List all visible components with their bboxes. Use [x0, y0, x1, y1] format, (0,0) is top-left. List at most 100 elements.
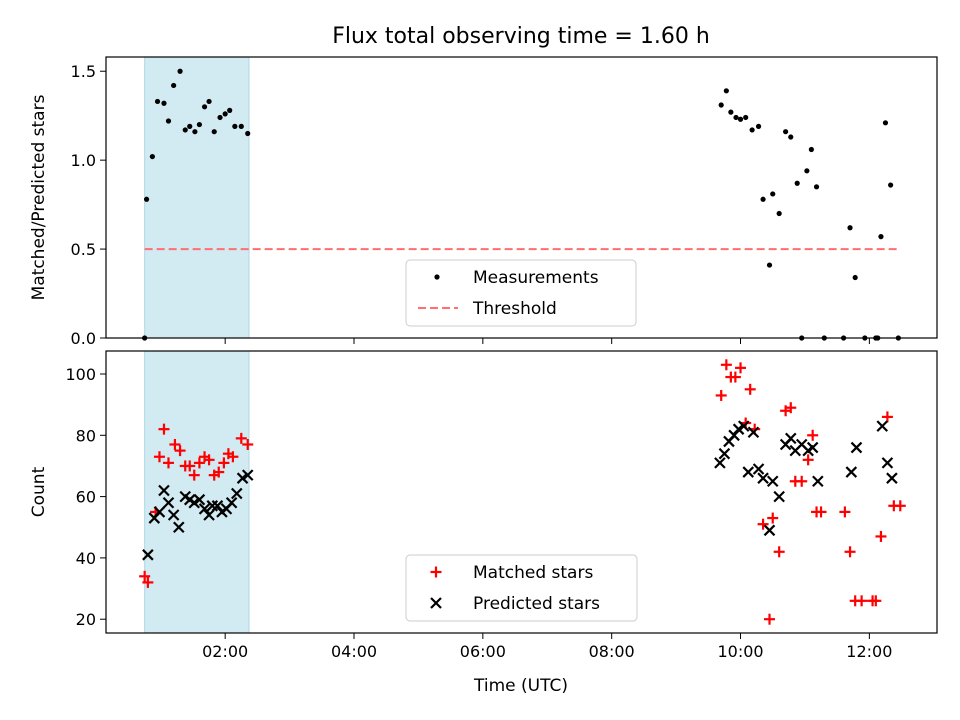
y-ticks-bottom: 20 40 60 80 100 [65, 365, 106, 629]
predicted-star-point [876, 420, 889, 432]
measurement-point [154, 98, 161, 105]
measurement-point [878, 234, 884, 240]
matched-star-point [153, 451, 165, 463]
predicted-star-point [158, 484, 170, 497]
legend-top: Measurements Threshold [405, 259, 637, 327]
measurement-point [143, 196, 150, 202]
measurement-point [770, 191, 776, 197]
matched-star-point [162, 457, 174, 469]
y-axis-label-top: Matched/Predicted stars [29, 94, 49, 300]
measurement-point [760, 196, 766, 202]
predicted-star-point [211, 500, 224, 512]
y-axis-label-bottom: Count [29, 466, 49, 517]
predicted-star-point [718, 447, 731, 460]
measurement-point [206, 98, 212, 105]
measurement-point [882, 120, 889, 126]
x-tick-label: 08:00 [589, 642, 635, 661]
matched-star-point [142, 576, 154, 588]
measurement-point [196, 121, 203, 128]
x-ticks-bottom: 02:00 04:00 06:00 08:00 10:00 12:00 [202, 633, 892, 661]
matched-star-point [720, 359, 732, 371]
matched-star-point [139, 570, 151, 582]
axes-frame-bottom [105, 350, 938, 634]
predicted-star-point [193, 493, 206, 506]
matched-star-point [744, 383, 756, 395]
matched-star-point [785, 402, 797, 414]
y-tick-label: 1.5 [71, 62, 96, 81]
x-tick-label: 06:00 [460, 642, 506, 661]
x-tick-label: 04:00 [331, 642, 377, 661]
measurement-point [743, 114, 749, 121]
predicted-star-point [167, 509, 180, 521]
measurement-point [222, 111, 228, 117]
y-tick-label: 0.0 [71, 329, 96, 348]
predicted-star-point [747, 426, 760, 439]
legend-marker-predicted [430, 597, 442, 609]
y-tick-label: 40 [76, 549, 96, 568]
predicted-star-point [162, 496, 175, 509]
predicted-star-point [766, 475, 779, 488]
measurement-point [149, 153, 155, 160]
measurement-point [766, 262, 773, 268]
measurement-point [804, 168, 810, 174]
plot-area-bottom [139, 359, 906, 625]
measurement-point [737, 116, 744, 122]
measurement-point [788, 134, 794, 140]
measurement-point [232, 123, 238, 129]
matched-star-point [715, 389, 727, 401]
matched-star-point [169, 438, 181, 450]
measurement-point [238, 123, 244, 129]
chart-title: Flux total observing time = 1.60 h [332, 24, 710, 49]
measurement-point [783, 129, 789, 135]
matched-star-point [844, 546, 856, 558]
legend-label: Matched stars [473, 563, 593, 583]
legend-box [405, 259, 637, 327]
matched-star-point [870, 595, 882, 607]
predicted-star-point [198, 503, 211, 515]
x-tick-label: 12:00 [846, 642, 892, 661]
matched-star-point [815, 506, 827, 518]
matched-star-point [235, 432, 247, 444]
predicted-star-point [886, 472, 898, 484]
legend-bottom: Matched stars Predicted stars [405, 554, 638, 622]
measurement-point [728, 109, 734, 115]
measurement-point [749, 127, 755, 133]
measurement-point [182, 127, 188, 133]
y-tick-label: 60 [76, 488, 96, 507]
axes-frame-top [105, 56, 938, 339]
predicted-star-point [752, 463, 765, 475]
matched-star-point [193, 457, 205, 469]
matched-star-point [203, 454, 215, 466]
predicted-star-point [812, 475, 824, 488]
predicted-star-point [737, 420, 750, 432]
measurement-point [794, 180, 800, 186]
y-tick-label: 80 [76, 426, 96, 445]
predicted-star-point [763, 524, 776, 537]
measurement-point [776, 210, 782, 217]
matched-star-point [856, 595, 868, 607]
x-tick-label: 10:00 [717, 642, 763, 661]
shaded-region-top [144, 56, 250, 339]
matched-star-point [218, 457, 230, 469]
measurement-point [733, 114, 739, 121]
legend-label: Predicted stars [473, 594, 600, 614]
matched-star-point [184, 460, 196, 472]
measurement-point [755, 123, 762, 129]
legend-label: Threshold [472, 299, 557, 319]
predicted-star-point [845, 466, 858, 478]
x-tick-label: 02:00 [202, 642, 248, 661]
measurement-point [192, 129, 198, 135]
predicted-star-point [742, 466, 755, 478]
y-ticks-top: 0.0 0.5 1.0 1.5 [71, 62, 106, 348]
x-axis-label: Time (UTC) [473, 676, 568, 696]
predicted-star-point [173, 521, 185, 534]
matched-star-point [174, 445, 186, 457]
panel-top: 0.0 0.5 1.0 1.5 Matched/Predicted stars Mea… [29, 56, 938, 348]
y-tick-label: 1.0 [71, 151, 96, 170]
matched-star-point [875, 530, 887, 542]
predicted-star-point [757, 472, 769, 484]
predicted-star-point [714, 457, 726, 469]
predicted-star-point [773, 490, 785, 503]
measurement-point [171, 82, 177, 89]
